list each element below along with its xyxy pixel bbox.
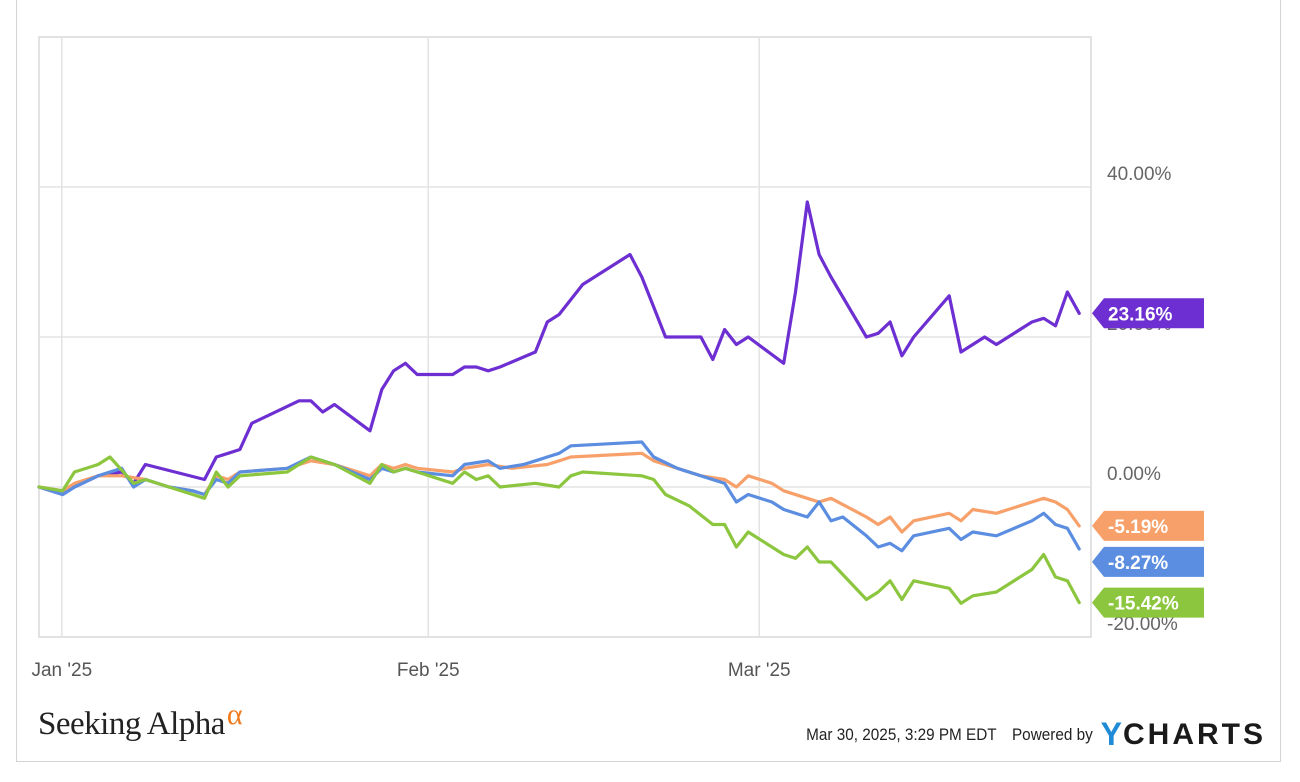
end-value-flag — [1092, 510, 1204, 541]
end-value-label-1: -5.19% — [1092, 510, 1204, 541]
grid-layer — [38, 36, 1092, 638]
ycharts-wordmark: CHARTS — [1123, 717, 1266, 751]
y-tick-label: -20.00% — [1107, 614, 1178, 635]
end-value-text: -15.42% — [1108, 594, 1179, 615]
end-value-flag — [1092, 298, 1204, 329]
end-value-label-2: -8.27% — [1092, 546, 1204, 577]
series-layer — [37, 200, 1081, 605]
chart-footer: Mar 30, 2025, 3:29 PM EDT Powered by Y C… — [785, 716, 1266, 753]
series-line-0 — [37, 200, 1081, 497]
ycharts-logo[interactable]: Y CHARTS — [1101, 716, 1266, 753]
end-value-flag — [1092, 546, 1204, 577]
end-value-label-3: -15.42% — [1092, 587, 1204, 618]
end-value-text: -8.27% — [1108, 553, 1168, 574]
timestamp: Mar 30, 2025, 3:29 PM EDT — [806, 724, 997, 744]
x-tick-label: Mar '25 — [728, 660, 791, 681]
end-value-label-0: 23.16% — [1092, 298, 1204, 329]
seeking-alpha-logo: Seeking Alpha α — [38, 700, 243, 750]
x-tick-label: Feb '25 — [397, 660, 460, 681]
series-line-3 — [37, 455, 1081, 605]
end-value-text: 23.16% — [1108, 304, 1173, 325]
y-tick-label: 40.00% — [1107, 164, 1172, 185]
end-value-text: -5.19% — [1108, 517, 1168, 538]
y-tick-label: 0.00% — [1107, 464, 1161, 485]
x-tick-label: Jan '25 — [31, 660, 92, 681]
chart-card — [16, 0, 1281, 762]
alpha-symbol: α — [226, 698, 243, 731]
powered-by-label: Powered by — [1011, 724, 1093, 744]
ycharts-y-mark: Y — [1100, 716, 1123, 752]
end-label-layer: 23.16% -5.19% -8.27% -15.42% — [1092, 298, 1204, 618]
brand-name: Seeking Alpha — [38, 706, 225, 742]
end-value-flag — [1092, 587, 1204, 618]
